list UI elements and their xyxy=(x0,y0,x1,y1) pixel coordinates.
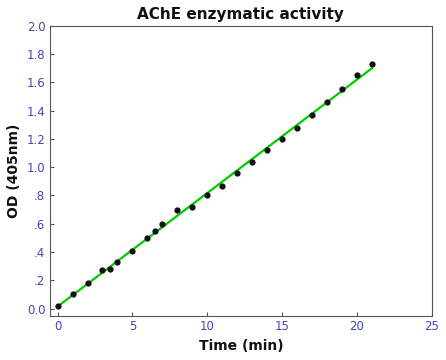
Title: AChE enzymatic activity: AChE enzymatic activity xyxy=(137,7,344,22)
Y-axis label: OD (405nm): OD (405nm) xyxy=(7,123,21,218)
X-axis label: Time (min): Time (min) xyxy=(198,339,283,353)
